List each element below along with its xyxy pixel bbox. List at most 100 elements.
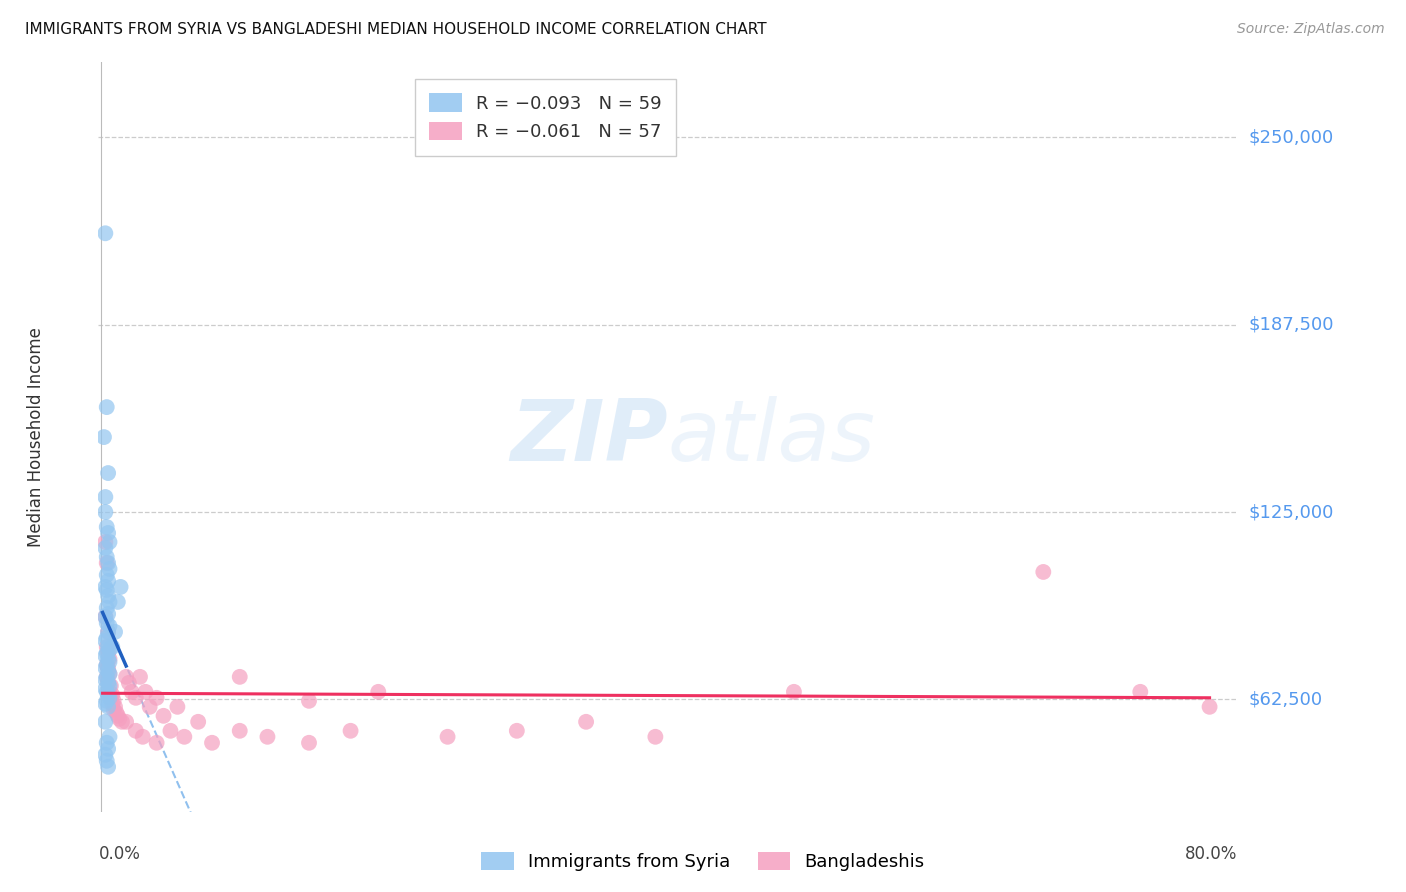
Point [97, 676, 120, 690]
Point [97, 664, 120, 678]
Point [97, 556, 120, 570]
Point [103, 703, 125, 717]
Point [110, 580, 132, 594]
Legend: R = −0.093   N = 59, R = −0.061   N = 57: R = −0.093 N = 59, R = −0.061 N = 57 [415, 79, 676, 155]
Point [173, 730, 195, 744]
Point [107, 708, 129, 723]
Point [101, 640, 124, 654]
Point [97, 607, 120, 621]
Point [783, 685, 806, 699]
Point [97, 466, 120, 480]
Point [94, 661, 117, 675]
Point [229, 723, 252, 738]
Point [644, 730, 666, 744]
Legend: Immigrants from Syria, Bangladeshis: Immigrants from Syria, Bangladeshis [474, 845, 932, 879]
Text: Source: ZipAtlas.com: Source: ZipAtlas.com [1237, 22, 1385, 37]
Point [96, 670, 118, 684]
Point [94, 648, 117, 663]
Point [98, 595, 121, 609]
Point [94, 490, 117, 504]
Point [125, 690, 148, 705]
Point [96, 640, 118, 654]
Point [159, 723, 181, 738]
Point [256, 730, 278, 744]
Point [96, 657, 118, 672]
Point [96, 400, 118, 414]
Point [98, 652, 121, 666]
Point [111, 714, 134, 729]
Text: $62,500: $62,500 [1249, 690, 1323, 708]
Point [98, 619, 121, 633]
Text: IMMIGRANTS FROM SYRIA VS BANGLADESHI MEDIAN HOUSEHOLD INCOME CORRELATION CHART: IMMIGRANTS FROM SYRIA VS BANGLADESHI MED… [25, 22, 766, 37]
Point [98, 685, 121, 699]
Point [96, 601, 118, 615]
Text: $125,000: $125,000 [1249, 503, 1334, 521]
Point [94, 505, 117, 519]
Point [94, 681, 117, 696]
Point [135, 685, 157, 699]
Point [367, 685, 389, 699]
Point [1032, 565, 1054, 579]
Point [125, 723, 148, 738]
Point [98, 679, 121, 693]
Point [96, 556, 118, 570]
Point [97, 526, 120, 541]
Point [96, 615, 118, 630]
Point [100, 690, 122, 705]
Point [97, 574, 120, 588]
Point [97, 646, 120, 660]
Point [97, 699, 120, 714]
Point [96, 670, 118, 684]
Point [94, 610, 117, 624]
Point [105, 706, 128, 720]
Point [575, 714, 598, 729]
Point [98, 666, 121, 681]
Text: $187,500: $187,500 [1249, 316, 1334, 334]
Point [93, 430, 115, 444]
Point [298, 736, 321, 750]
Point [97, 688, 120, 702]
Point [132, 730, 155, 744]
Point [97, 676, 120, 690]
Point [1129, 685, 1152, 699]
Point [97, 624, 120, 639]
Point [118, 676, 141, 690]
Point [108, 712, 131, 726]
Point [96, 685, 118, 699]
Text: 80.0%: 80.0% [1185, 846, 1237, 863]
Point [104, 699, 127, 714]
Point [1198, 699, 1220, 714]
Point [94, 535, 117, 549]
Point [201, 736, 224, 750]
Point [97, 640, 120, 654]
Point [187, 714, 209, 729]
Point [145, 736, 167, 750]
Point [100, 679, 122, 693]
Point [152, 708, 174, 723]
Point [97, 760, 120, 774]
Text: $250,000: $250,000 [1249, 128, 1334, 146]
Point [97, 661, 120, 675]
Point [96, 736, 118, 750]
Point [97, 652, 120, 666]
Point [115, 714, 138, 729]
Text: Median Household Income: Median Household Income [27, 327, 45, 547]
Point [94, 697, 117, 711]
Point [121, 685, 143, 699]
Point [98, 730, 121, 744]
Point [115, 670, 138, 684]
Point [96, 646, 118, 660]
Point [101, 697, 124, 711]
Point [96, 549, 118, 564]
Point [339, 723, 361, 738]
Point [145, 690, 167, 705]
Point [298, 694, 321, 708]
Point [94, 580, 117, 594]
Point [96, 631, 118, 645]
Text: atlas: atlas [668, 395, 876, 479]
Text: 0.0%: 0.0% [98, 846, 141, 863]
Point [94, 227, 117, 241]
Point [96, 694, 118, 708]
Point [97, 624, 120, 639]
Point [94, 610, 117, 624]
